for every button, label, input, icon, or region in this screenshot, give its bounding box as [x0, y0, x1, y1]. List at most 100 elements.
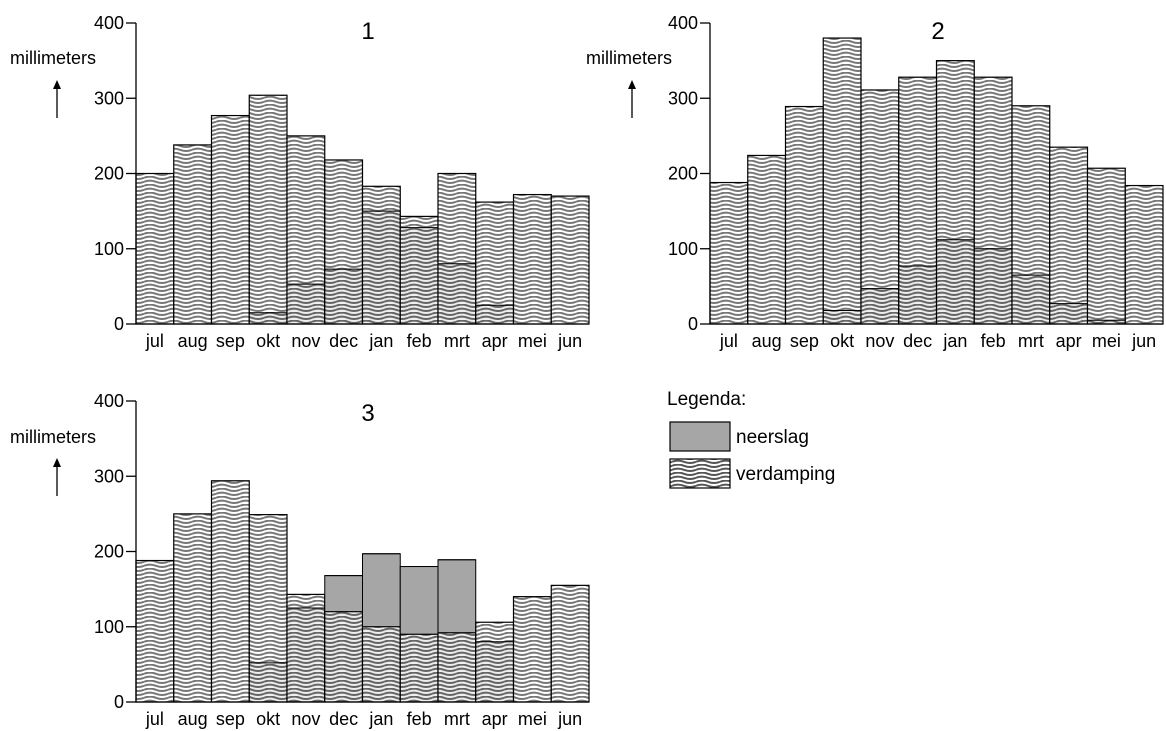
- bar-verdamping-nov: [286, 593, 326, 703]
- chart-2-title: 2: [931, 18, 944, 45]
- x-tick-label-feb: feb: [407, 331, 432, 351]
- y-axis-label: millimeters: [10, 427, 96, 447]
- x-tick-label-mei: mei: [518, 331, 547, 351]
- y-tick-label-400: 400: [94, 13, 124, 33]
- y-axis-label: millimeters: [586, 48, 672, 68]
- bar-verdamping-jan: [935, 60, 975, 325]
- x-tick-label-sep: sep: [216, 709, 245, 729]
- x-tick-label-dec: dec: [329, 709, 358, 729]
- y-tick-label-300: 300: [94, 88, 124, 108]
- bar-verdamping-aug: [747, 154, 787, 325]
- legend: Legenda: neerslag verdamping: [667, 389, 835, 489]
- x-tick-label-mrt: mrt: [1018, 331, 1044, 351]
- bar-verdamping-mrt: [1011, 105, 1051, 325]
- bar-verdamping-nov: [286, 135, 326, 325]
- x-tick-label-jan: jan: [368, 331, 393, 351]
- y-tick-label-100: 100: [94, 239, 124, 259]
- legend-label-neerslag: neerslag: [736, 427, 809, 448]
- bar-verdamping-mei: [512, 596, 552, 703]
- bar-verdamping-jul: [135, 172, 175, 325]
- bar-verdamping-nov: [860, 89, 900, 325]
- x-tick-label-apr: apr: [1056, 331, 1082, 351]
- y-tick-label-0: 0: [114, 692, 124, 712]
- x-tick-label-apr: apr: [482, 331, 508, 351]
- x-tick-label-jun: jun: [557, 331, 582, 351]
- x-tick-label-okt: okt: [830, 331, 854, 351]
- legend-label-verdamping: verdamping: [736, 464, 835, 485]
- bar-verdamping-dec: [324, 611, 364, 703]
- bar-verdamping-mrt: [437, 172, 477, 325]
- legend-swatch-verdamping: [669, 458, 731, 489]
- bar-verdamping-sep: [210, 114, 250, 325]
- chart-1: 1 millimeters jul aug sep okt nov dec jan feb mrt a…: [10, 13, 590, 351]
- y-tick-label-400: 400: [94, 391, 124, 411]
- y-tick-label-100: 100: [94, 617, 124, 637]
- x-tick-label-nov: nov: [865, 331, 894, 351]
- x-tick-label-mei: mei: [518, 709, 547, 729]
- x-tick-label-jan: jan: [942, 331, 967, 351]
- x-tick-label-okt: okt: [256, 709, 280, 729]
- y-tick-label-300: 300: [94, 466, 124, 486]
- x-tick-label-aug: aug: [178, 709, 208, 729]
- up-arrow-icon: [53, 458, 61, 467]
- x-tick-label-aug: aug: [752, 331, 782, 351]
- bar-verdamping-jun: [550, 584, 590, 703]
- x-tick-label-aug: aug: [178, 331, 208, 351]
- bar-verdamping-okt: [822, 37, 862, 325]
- y-tick-label-300: 300: [668, 88, 698, 108]
- bar-verdamping-dec: [324, 159, 364, 325]
- x-tick-label-sep: sep: [216, 331, 245, 351]
- bar-verdamping-dec: [898, 76, 938, 325]
- x-tick-label-mrt: mrt: [444, 331, 470, 351]
- x-tick-label-jun: jun: [1131, 331, 1156, 351]
- legend-title: Legenda:: [667, 389, 746, 410]
- x-tick-label-mei: mei: [1092, 331, 1121, 351]
- up-arrow-icon: [628, 80, 636, 89]
- bar-verdamping-apr: [1049, 146, 1089, 325]
- chart-3-title: 3: [361, 400, 374, 427]
- x-tick-label-jul: jul: [145, 709, 164, 729]
- bar-verdamping-aug: [173, 513, 213, 703]
- x-tick-label-apr: apr: [482, 709, 508, 729]
- bar-verdamping-feb: [973, 76, 1013, 325]
- x-tick-label-okt: okt: [256, 331, 280, 351]
- x-tick-label-jul: jul: [719, 331, 738, 351]
- bar-verdamping-jan: [361, 626, 401, 703]
- x-tick-label-jan: jan: [368, 709, 393, 729]
- y-tick-label-200: 200: [94, 164, 124, 184]
- x-tick-label-dec: dec: [903, 331, 932, 351]
- x-tick-label-nov: nov: [291, 709, 320, 729]
- bar-verdamping-jan: [361, 185, 401, 325]
- bar-verdamping-jun: [1124, 184, 1164, 325]
- bar-verdamping-okt: [248, 514, 288, 703]
- y-tick-label-0: 0: [688, 314, 698, 334]
- x-tick-label-jul: jul: [145, 331, 164, 351]
- bar-verdamping-aug: [173, 144, 213, 325]
- bar-verdamping-mei: [512, 193, 552, 325]
- bar-verdamping-feb: [399, 215, 439, 325]
- bar-verdamping-mei: [1086, 167, 1126, 325]
- bar-verdamping-okt: [248, 94, 288, 325]
- legend-swatch-neerslag: [669, 421, 731, 452]
- bar-verdamping-jul: [709, 181, 749, 325]
- x-tick-label-mrt: mrt: [444, 709, 470, 729]
- y-tick-label-0: 0: [114, 314, 124, 334]
- y-tick-label-200: 200: [94, 542, 124, 562]
- y-tick-label-400: 400: [668, 13, 698, 33]
- bar-verdamping-jun: [550, 195, 590, 325]
- chart-3: 3 millimeters jul aug sep okt nov dec jan feb mrt a…: [10, 391, 590, 729]
- bar-verdamping-feb: [399, 633, 439, 703]
- x-tick-label-feb: feb: [407, 709, 432, 729]
- x-tick-label-jun: jun: [557, 709, 582, 729]
- up-arrow-icon: [53, 80, 61, 89]
- chart-1-title: 1: [361, 18, 374, 45]
- y-tick-label-100: 100: [668, 239, 698, 259]
- bar-verdamping-sep: [784, 105, 824, 325]
- chart-2: 2 millimeters jul aug sep okt nov dec jan feb mrt a…: [586, 13, 1164, 351]
- y-axis-label: millimeters: [10, 48, 96, 68]
- bar-verdamping-apr: [475, 621, 515, 703]
- bar-verdamping-mrt: [437, 632, 477, 703]
- bar-verdamping-apr: [475, 201, 515, 325]
- x-tick-label-dec: dec: [329, 331, 358, 351]
- x-tick-label-nov: nov: [291, 331, 320, 351]
